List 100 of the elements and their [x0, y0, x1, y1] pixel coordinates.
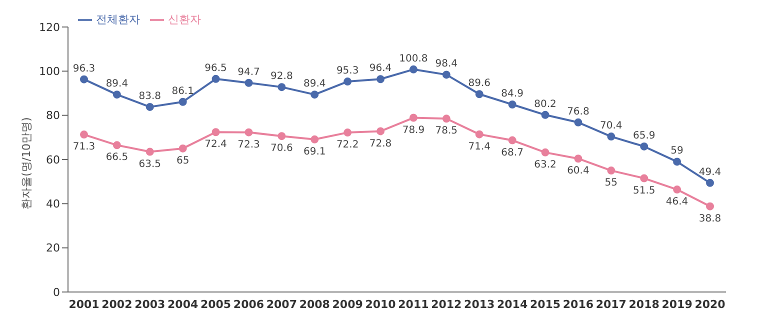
data-label: 69.1: [304, 146, 326, 158]
point: [376, 75, 385, 84]
data-label: 66.5: [106, 152, 128, 164]
point: [442, 70, 450, 79]
x-tick-label: 2007: [266, 298, 297, 311]
point: [640, 142, 648, 150]
point: [706, 178, 714, 187]
x-tick-label: 2004: [168, 298, 198, 311]
point: [409, 114, 418, 122]
point: [574, 154, 582, 163]
data-label: 60.4: [567, 166, 590, 177]
point: [508, 136, 516, 144]
point: [112, 141, 121, 150]
point: [146, 148, 154, 156]
x-tick-label: 2010: [365, 298, 396, 311]
data-label: 63.2: [534, 160, 556, 171]
point: [310, 90, 319, 99]
point: [607, 132, 616, 141]
data-label: 55: [604, 178, 618, 189]
point: [178, 144, 187, 152]
point: [244, 78, 253, 87]
point: [112, 90, 121, 99]
point: [409, 65, 418, 74]
data-label: 96.5: [204, 62, 227, 74]
data-label: 65.9: [632, 130, 656, 142]
data-label: 59: [670, 146, 684, 157]
x-tick-label: 2019: [662, 298, 692, 311]
y-tick-label: 20: [46, 242, 60, 255]
data-label: 100.8: [399, 53, 428, 64]
x-tick-label: 2018: [628, 298, 660, 311]
point: [376, 127, 385, 136]
data-label: 98.4: [435, 58, 458, 70]
point: [278, 83, 286, 92]
point: [442, 114, 450, 123]
y-axis-title: 환자율(명/10만명): [20, 117, 33, 210]
y-tick-label: 120: [39, 20, 60, 34]
data-label: 63.5: [138, 158, 162, 170]
legend-label: 신환자: [168, 13, 201, 26]
x-tick-label: 2015: [530, 298, 561, 311]
point: [541, 110, 550, 119]
point: [574, 118, 582, 126]
data-label: 65: [176, 156, 190, 167]
data-label: 68.7: [501, 147, 524, 158]
x-tick-label: 2017: [596, 298, 626, 311]
point: [146, 102, 154, 111]
point: [640, 174, 648, 182]
y-tick-label: 100: [39, 65, 60, 78]
point: [541, 148, 550, 156]
point: [475, 130, 484, 138]
data-label: 89.4: [304, 78, 326, 90]
point: [607, 166, 616, 175]
legend-label: 전체환자: [96, 13, 140, 26]
data-label: 96.3: [72, 63, 96, 74]
point: [178, 98, 187, 106]
data-label: 78.9: [402, 124, 425, 136]
x-tick-label: 2009: [332, 298, 363, 311]
data-label: 96.4: [369, 63, 392, 74]
y-tick-label: 0: [53, 286, 60, 299]
data-label: 72.2: [336, 140, 359, 151]
point: [244, 128, 253, 136]
point: [278, 132, 286, 140]
data-label: 92.8: [270, 71, 293, 82]
data-label: 70.6: [270, 143, 293, 154]
point: [310, 135, 319, 144]
data-label: 78.5: [435, 126, 458, 137]
x-tick-label: 2008: [299, 298, 330, 311]
data-label: 70.4: [600, 120, 622, 132]
x-tick-label: 2014: [497, 298, 528, 311]
data-label: 94.7: [238, 66, 260, 78]
data-label: 71.3: [72, 142, 96, 153]
data-label: 38.8: [698, 213, 722, 224]
data-label: 95.3: [336, 66, 359, 77]
point: [212, 74, 220, 83]
point: [212, 128, 220, 136]
data-label: 71.4: [468, 141, 490, 152]
data-label: 89.4: [106, 78, 128, 90]
x-tick-label: 2002: [102, 298, 132, 311]
x-tick-label: 2016: [562, 298, 594, 311]
data-label: 51.5: [632, 185, 656, 196]
point: [475, 90, 484, 98]
data-label: 84.9: [501, 88, 524, 100]
data-label: 49.4: [698, 166, 722, 178]
x-tick-label: 2020: [694, 298, 726, 311]
x-tick-label: 2012: [431, 298, 462, 311]
data-label: 86.1: [172, 86, 194, 97]
point: [673, 158, 682, 166]
x-tick-label: 2003: [134, 298, 166, 311]
x-tick-label: 2005: [200, 298, 232, 311]
data-label: 83.8: [138, 90, 162, 102]
point: [80, 130, 88, 139]
data-label: 80.2: [534, 98, 556, 110]
y-tick-label: 60: [46, 153, 60, 166]
y-tick-label: 40: [46, 198, 60, 211]
point: [706, 202, 714, 210]
y-tick-label: 80: [46, 109, 60, 122]
data-label: 72.4: [204, 139, 227, 150]
data-label: 72.8: [369, 138, 392, 150]
data-label: 89.6: [468, 78, 490, 90]
data-label: 72.3: [238, 139, 260, 150]
point: [344, 78, 352, 86]
